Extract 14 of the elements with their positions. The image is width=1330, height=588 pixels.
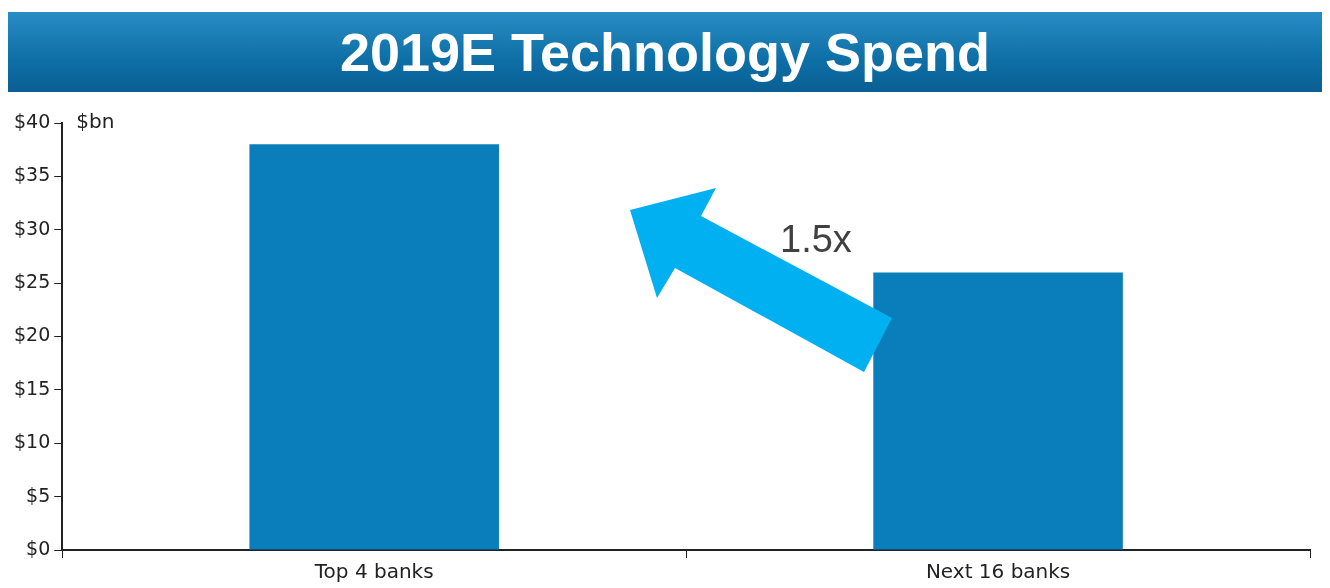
y-tick-label: $15 (14, 376, 51, 399)
y-tick-label: $0 (26, 536, 51, 559)
y-tick-label: $20 (14, 323, 51, 346)
y-tick-label: $5 (26, 483, 51, 506)
annotation: 1.5x (780, 218, 852, 261)
y-tick-label: $30 (14, 216, 51, 239)
y-tick-label: $35 (14, 163, 51, 186)
y-tick-label: $10 (14, 430, 51, 453)
y-axis-title: $bn (76, 109, 115, 134)
y-tick-label: $25 (14, 270, 51, 293)
x-tick-label: Top 4 banks (313, 559, 434, 584)
y-tick-label: $40 (14, 109, 51, 132)
x-tick-label: Next 16 banks (925, 559, 1071, 584)
chart-title: 2019E Technology Spend (8, 12, 1322, 92)
